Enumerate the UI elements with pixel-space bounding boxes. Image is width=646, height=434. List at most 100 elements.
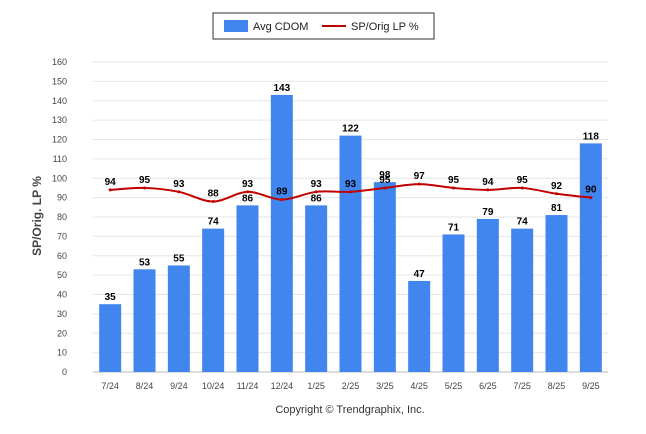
y-tick-label: 80 [57,212,67,222]
bar [236,205,259,372]
copyright: Copyright © Trendgraphix, Inc. [275,404,424,416]
x-axis: 7/24 8/24 9/24 10/24 11/24 12/24 1/25 2/25 3/25 4… [101,381,599,391]
line-point [108,188,112,192]
y-tick-label: 90 [57,193,67,203]
bar-value-label: 86 [311,193,323,204]
bar-value-label: 47 [414,269,426,280]
y-tick-label: 160 [52,57,67,67]
line-series [108,182,593,203]
bar [442,234,465,372]
line-point [383,186,387,190]
bar [305,205,328,372]
x-tick-label: 6/25 [479,381,497,391]
line-value-label: 93 [345,179,357,190]
x-tick-label: 2/25 [342,381,360,391]
legend: Avg CDOM SP/Orig LP % [212,12,435,40]
legend-label-line: SP/Orig LP % [351,21,419,33]
bar [476,218,499,372]
y-tick-label: 20 [57,328,67,338]
x-tick-label: 10/24 [202,381,225,391]
bar [99,304,122,372]
line-point [520,186,524,190]
line-value-label: 94 [482,177,494,188]
line-point [349,190,352,194]
bar-series [99,94,602,372]
bar-value-label: 55 [173,253,185,264]
y-tick-label: 60 [57,251,67,261]
bar-value-label: 74 [208,217,220,228]
line-point [143,186,146,190]
bar [408,280,431,372]
x-tick-label: 12/24 [271,381,294,391]
bar [545,215,568,372]
line-point [486,188,490,192]
x-tick-label: 9/24 [170,381,188,391]
y-tick-label: 100 [52,173,67,183]
line-point [555,192,558,196]
bar-value-label: 53 [139,257,151,268]
line-value-label: 93 [173,179,185,190]
bar [167,265,190,372]
line-value-label: 95 [448,175,460,186]
bar-value-label: 81 [551,203,563,214]
line-point [314,190,318,194]
bar-value-label: 98 [379,170,391,181]
bar-labels: 35 53 55 74 86 143 86 122 98 47 71 79 74 81 118 [105,83,600,303]
x-tick-label: 9/25 [582,381,600,391]
bar-value-label: 86 [242,193,254,204]
bar-value-label: 79 [482,207,494,218]
bar-value-label: 35 [105,292,117,303]
legend-swatch-bar [224,20,248,32]
y-tick-label: 140 [52,96,67,106]
y-tick-label: 30 [57,309,67,319]
bar-value-label: 122 [342,124,359,135]
bar-value-label: 118 [583,131,600,142]
bar-value-label: 71 [448,222,460,233]
x-tick-label: 4/25 [410,381,428,391]
x-tick-label: 5/25 [445,381,463,391]
line-value-label: 95 [139,175,151,186]
line-value-label: 95 [517,175,529,186]
legend-label-bar: Avg CDOM [253,21,308,33]
line-value-label: 92 [551,181,563,192]
bar [373,182,396,372]
bar [579,143,602,372]
line-point [280,198,284,202]
bar [133,269,156,372]
line-value-label: 93 [242,179,254,190]
y-tick-label: 70 [57,231,67,241]
x-tick-label: 1/25 [307,381,325,391]
line-point [246,190,249,194]
x-tick-label: 8/24 [136,381,154,391]
y-tick-label: 150 [52,76,67,86]
line-labels: 94 95 93 88 93 89 93 93 95 97 95 94 95 92 90 [105,171,597,199]
line-value-label: 94 [105,177,117,188]
y-tick-label: 0 [62,367,67,377]
line-value-label: 95 [379,175,391,186]
line-point [177,190,181,194]
y-axis-title: SP/Orig. LP % [30,176,44,256]
line-point [452,186,455,190]
y-tick-label: 40 [57,290,67,300]
y-tick-label: 110 [53,154,67,164]
bar [339,135,362,372]
y-tick-label: 130 [52,115,67,125]
bar [511,228,534,372]
line-value-label: 97 [414,171,426,182]
line-point [589,196,593,200]
y-tick-label: 50 [57,270,67,280]
y-axis: 0 10 20 30 40 50 60 70 80 90 100 110 120 130 140 150 160 [52,57,67,377]
x-tick-label: 3/25 [376,381,394,391]
bar-value-label: 143 [273,83,290,94]
line-value-label: 90 [585,185,597,196]
line-point [211,200,215,203]
line-point [417,182,421,186]
bar [270,94,293,372]
y-tick-label: 10 [57,348,67,358]
bar [202,228,225,372]
line-value-label: 88 [208,189,220,200]
x-tick-label: 11/24 [237,381,259,391]
line-value-label: 89 [276,187,288,198]
line-value-label: 93 [311,179,323,190]
